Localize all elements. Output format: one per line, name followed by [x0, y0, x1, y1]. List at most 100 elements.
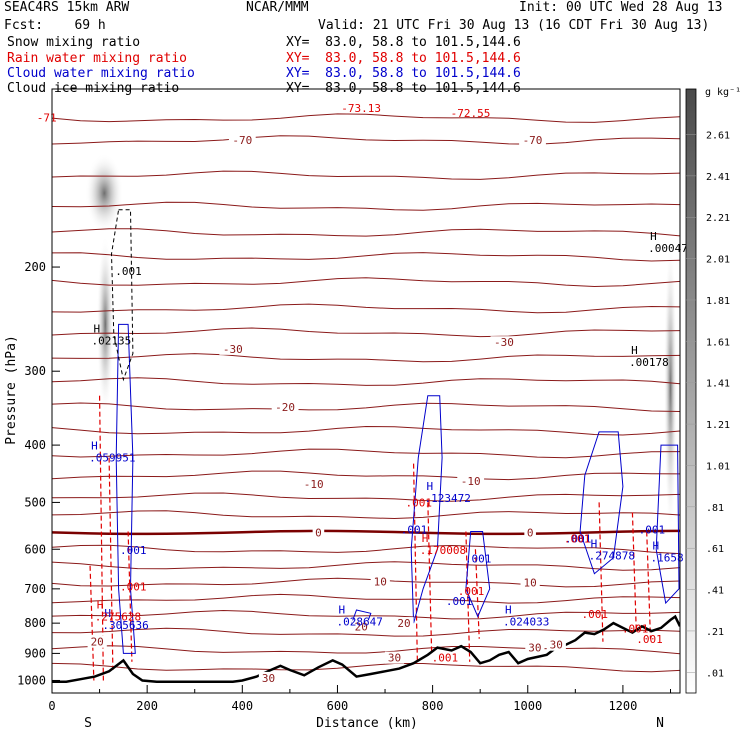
isotherm-label: -10 [304, 478, 324, 491]
extremum-value: .001 [446, 595, 473, 608]
extremum-mark: H [427, 480, 434, 493]
isotherm-label: -30 [494, 336, 514, 349]
extremum-value: .001 [401, 523, 428, 536]
y-tick-label: 200 [24, 260, 46, 274]
colorbar-label: 2.41 [706, 172, 730, 183]
extremum-value: .001 [120, 581, 147, 594]
terrain-profile [52, 614, 680, 683]
isotherm-label: 10 [524, 577, 537, 590]
field-xy-snow: XY= 83.0, 58.8 to 101.5,144.6 [286, 35, 521, 50]
x-tick-label: 0 [48, 699, 55, 713]
extremum-value: -73.13 [341, 102, 381, 115]
extremum-value: .274878 [589, 549, 635, 562]
x-tick-label: 400 [231, 699, 253, 713]
isotherm-label: -70 [232, 134, 252, 147]
forecast-hour: Fcst: 69 h [4, 18, 106, 33]
isotherm-line [52, 201, 680, 211]
model-title: SEAC4RS 15km ARW [4, 0, 130, 15]
extremum-value: .123472 [425, 492, 471, 505]
isotherm-label: -10 [461, 475, 481, 488]
x-tick-label: 1000 [513, 699, 542, 713]
y-tick-label: 800 [24, 616, 46, 630]
shading-blob [663, 237, 678, 538]
extremum-value: .001 [465, 552, 492, 565]
x-tick-label: 600 [327, 699, 349, 713]
rain-contour [598, 502, 604, 642]
isotherm-label: 20 [91, 636, 104, 649]
extremum-value: .001 [636, 633, 663, 646]
isotherm-label-bg [525, 641, 545, 654]
isotherm-line [52, 303, 680, 314]
init-time: Init: 00 UTC Wed 28 Aug 13 [519, 0, 723, 15]
x-tick-label: 200 [136, 699, 158, 713]
y-axis-label: Pressure (hPa) [4, 335, 19, 445]
shading-blob [96, 234, 114, 415]
colorbar-label: .61 [706, 544, 724, 555]
extremum-value: .275628 [95, 611, 141, 624]
extremum-value: .02135 [91, 334, 131, 347]
extremum-value: .001 [639, 523, 666, 536]
rain-contour [465, 531, 471, 662]
extremum-value: .024033 [503, 616, 549, 629]
extremum-value: .305636 [102, 619, 148, 632]
colorbar-label: .01 [706, 668, 724, 679]
extremum-value: .00047 [648, 242, 688, 255]
isotherm-label-bg [519, 134, 546, 147]
colorbar-label: .41 [706, 586, 724, 597]
isotherm-line [52, 577, 680, 588]
isotherm-label-bg [312, 526, 325, 539]
y-tick-label: 400 [24, 438, 46, 452]
extremum-value: -72.55 [451, 107, 491, 120]
field-label-cloud-water: Cloud water mixing ratio [7, 66, 195, 81]
isotherm-line [52, 377, 680, 386]
isotherm-line [52, 448, 680, 459]
isotherm-label: 20 [355, 620, 368, 633]
isotherm-label: -30 [223, 343, 243, 356]
extremum-value: .059951 [89, 451, 135, 464]
x-tick-label: 1200 [608, 699, 637, 713]
colorbar-label: 1.01 [706, 461, 730, 472]
isotherm-line [52, 252, 680, 262]
extremum-value: .001 [115, 265, 141, 278]
isotherm-label: 30 [262, 672, 275, 685]
extremum-mark: H [422, 532, 429, 545]
extremum-mark: H [91, 439, 98, 452]
y-tick-label: 600 [24, 542, 46, 556]
rain-contour [631, 512, 637, 630]
isotherm-line [52, 353, 680, 363]
extremum-value: -71 [37, 111, 57, 124]
extremum-value: .001 [432, 651, 459, 664]
rain-contour [474, 549, 480, 639]
field-xy-rain: XY= 83.0, 58.8 to 101.5,144.6 [286, 51, 521, 66]
isotherm-label-bg [546, 638, 566, 651]
organization: NCAR/MMM [246, 0, 309, 15]
field-label-snow: Snow mixing ratio [7, 35, 141, 50]
colorbar-label: .21 [706, 627, 724, 638]
extremum-value: .028647 [336, 616, 382, 629]
isotherm-line [52, 228, 680, 237]
colorbar-label: 1.61 [706, 337, 730, 348]
extremum-value: .001 [405, 496, 432, 509]
isotherm-line [52, 470, 680, 481]
extremum-mark: H [591, 537, 598, 550]
isotherm-label-bg [300, 477, 328, 490]
colorbar-label: 1.81 [706, 296, 730, 307]
isotherm-label-bg [370, 575, 390, 588]
isotherm-label: -70 [523, 134, 543, 147]
extremum-value: .1658 [650, 551, 683, 564]
rain-contour [427, 502, 433, 654]
isotherm-line [52, 627, 680, 637]
colorbar-label: 1.21 [706, 420, 730, 431]
extremum-mark: H [97, 599, 104, 612]
isotherm-line [52, 425, 680, 436]
isotherm-line [52, 645, 680, 655]
isotherm-label-bg [384, 651, 405, 664]
isotherm-line [52, 510, 680, 520]
extremum-mark: H [631, 344, 638, 357]
colorbar-unit: g kg⁻¹ [705, 87, 740, 98]
extremum-value: .001 [564, 533, 591, 546]
isotherm-line [52, 561, 680, 571]
colorbar-label: 2.61 [706, 131, 730, 142]
isotherm-label: 30 [388, 652, 401, 665]
